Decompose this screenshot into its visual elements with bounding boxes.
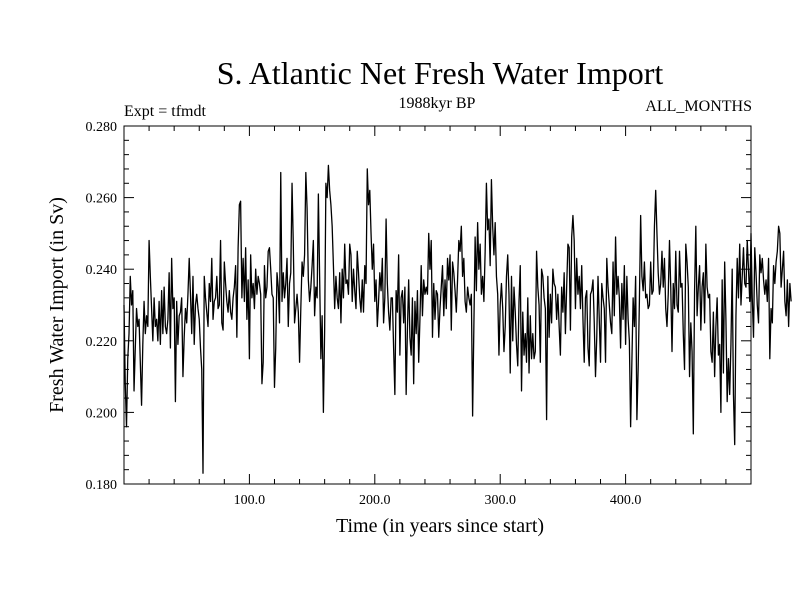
- x-tick-label: 400.0: [610, 493, 642, 508]
- y-axis-label: Fresh Water Import (in Sv): [46, 197, 68, 413]
- chart-subtitle: 1988kyr BP: [399, 95, 476, 112]
- y-tick-label: 0.200: [86, 406, 118, 421]
- x-tick-label: 100.0: [234, 493, 266, 508]
- minor-ticks: [124, 126, 751, 484]
- experiment-label: Expt = tfmdt: [124, 103, 206, 120]
- chart-title: S. Atlantic Net Fresh Water Import: [217, 55, 664, 91]
- series-line-fresh-water-import: [123, 164, 792, 474]
- series-layer: [123, 164, 792, 474]
- y-tick-label: 0.260: [86, 192, 118, 207]
- y-tick-label: 0.220: [86, 335, 118, 350]
- y-tick-label: 0.240: [86, 263, 118, 278]
- months-label: ALL_MONTHS: [645, 98, 752, 115]
- x-axis: 100.0 200.0 300.0 400.0: [234, 126, 642, 508]
- x-axis-label: Time (in years since start): [336, 515, 544, 537]
- y-tick-label: 0.180: [86, 478, 118, 493]
- y-tick-label: 0.280: [86, 120, 118, 135]
- y-axis: 0.180 0.200 0.220 0.240 0.260 0.280: [86, 120, 751, 493]
- x-tick-label: 300.0: [484, 493, 516, 508]
- x-tick-label: 200.0: [359, 493, 391, 508]
